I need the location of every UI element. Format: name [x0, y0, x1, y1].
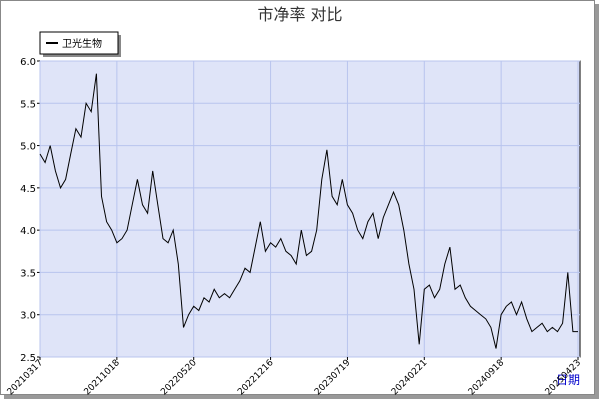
- y-tick-label: 5.5: [20, 99, 36, 110]
- y-tick-label: 3.0: [20, 311, 36, 322]
- shadow: [595, 4, 599, 399]
- x-axis-label: 日期: [556, 373, 580, 387]
- legend-label: 卫光生物: [62, 37, 102, 50]
- y-tick-label: 3.5: [20, 268, 36, 279]
- y-tick-label: 4.5: [20, 184, 36, 195]
- y-tick-label: 4.0: [20, 226, 36, 237]
- y-tick-label: 2.5: [20, 353, 36, 364]
- y-tick-label: 6.0: [20, 57, 36, 68]
- chart-title: 市净率 对比: [257, 5, 342, 24]
- y-tick-label: 5.0: [20, 142, 36, 153]
- plot-area: [39, 60, 581, 358]
- shadow: [4, 395, 598, 399]
- line: [39, 73, 578, 349]
- legend: [39, 31, 119, 55]
